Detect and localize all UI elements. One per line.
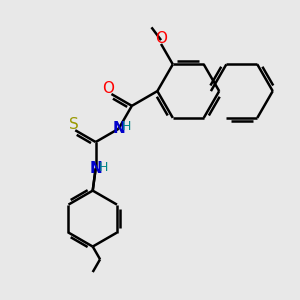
Text: S: S bbox=[69, 118, 79, 133]
Text: N: N bbox=[89, 161, 102, 176]
Text: O: O bbox=[103, 81, 115, 96]
Text: N: N bbox=[112, 121, 125, 136]
Text: O: O bbox=[155, 32, 167, 46]
Text: H: H bbox=[99, 160, 109, 174]
Text: H: H bbox=[122, 120, 131, 133]
